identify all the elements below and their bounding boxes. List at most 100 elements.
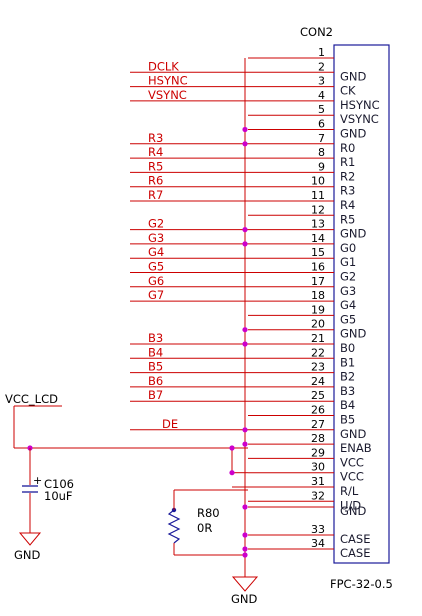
pin-name: HSYNC [340, 98, 380, 112]
net-label: G6 [148, 274, 164, 288]
net-label: R7 [148, 188, 163, 202]
pin-number: 9 [318, 160, 325, 173]
junction-dot [242, 532, 248, 538]
junction-dot [242, 546, 248, 552]
pin-number: 21 [311, 332, 325, 345]
junction-dot [242, 141, 248, 147]
pin-number: 3 [318, 75, 325, 88]
net-label: G2 [148, 217, 164, 231]
pin-number: 13 [311, 218, 325, 231]
junction-dot [242, 327, 248, 333]
capacitor-c106: + C106 10uF [22, 448, 74, 533]
connector-pins: 12 GND 3 CK 4 HSYNC 5 VSYNC 6 GND 7 R0 8 R1 9 R2 10 R3 11 R… [248, 46, 380, 560]
pin-number: 19 [311, 303, 325, 316]
pin-name: VCC [340, 455, 364, 469]
pin-name: B0 [340, 341, 355, 355]
cap-polarity: + [33, 474, 42, 487]
pin-name: GND [340, 427, 367, 441]
pin-name: CK [340, 84, 356, 98]
junction-dot [242, 241, 248, 247]
pin-name: B4 [340, 398, 355, 412]
cap-value: 10uF [44, 489, 73, 503]
pin-name: VCC [340, 470, 364, 484]
pin-name: R/L [340, 484, 359, 498]
connector-body [333, 44, 390, 564]
pin-number: 16 [311, 261, 325, 274]
pin-number: 33 [311, 523, 325, 536]
pin-number: 31 [311, 475, 325, 488]
pin-name: R1 [340, 155, 355, 169]
pin-name: B2 [340, 370, 355, 384]
pin-number: 8 [318, 146, 325, 159]
net-label: B3 [148, 331, 163, 345]
pin-name: VSYNC [340, 112, 379, 126]
junction-dot [242, 441, 248, 447]
pin-number: 27 [311, 418, 325, 431]
pin-name: B3 [340, 384, 355, 398]
net-label: G3 [148, 231, 164, 245]
pin-number: 12 [311, 203, 325, 216]
net-label: VSYNC [148, 88, 187, 102]
net-label: B7 [148, 388, 163, 402]
pin-name: GND [340, 227, 367, 241]
junction-dot [242, 504, 248, 510]
ground-symbol-left: GND [14, 532, 42, 562]
pin-number: 11 [311, 189, 325, 202]
pin-number: 5 [318, 103, 325, 116]
pin-name: CASE [340, 532, 370, 546]
pin-name: GND [340, 504, 367, 518]
pin-number: 20 [311, 318, 325, 331]
pin-name: G3 [340, 284, 356, 298]
pin-name: G1 [340, 255, 356, 269]
pin-name: R5 [340, 212, 355, 226]
ground-symbol-bottom: GND [231, 576, 259, 606]
pin-number: 14 [311, 232, 325, 245]
pin-number: 24 [311, 375, 325, 388]
pin-number: 25 [311, 389, 325, 402]
pin-name: R2 [340, 169, 355, 183]
pin-name: G4 [340, 298, 356, 312]
pin-number: 22 [311, 346, 325, 359]
pin-name: R3 [340, 184, 355, 198]
net-label: B4 [148, 345, 163, 359]
junction-dot [229, 470, 235, 476]
pin-number: 6 [318, 118, 325, 131]
pin-number: 18 [311, 289, 325, 302]
pin-number: 34 [311, 537, 325, 550]
net-label: HSYNC [148, 74, 188, 88]
resistor-r80: R80 0R [167, 490, 220, 555]
cap-refdes: C106 [44, 477, 74, 491]
power-net-label: VCC_LCD [5, 392, 58, 406]
pin-name: G5 [340, 312, 356, 326]
pin-name: CASE [340, 546, 370, 560]
resistor-refdes: R80 [197, 506, 220, 520]
pin-number: 2 [318, 60, 325, 73]
net-label: R6 [148, 174, 163, 188]
net-label: G5 [148, 260, 164, 274]
junction-dot [242, 227, 248, 233]
resistor-value: 0R [197, 521, 212, 535]
resistor-body [167, 509, 181, 544]
net-label: R3 [148, 131, 163, 145]
pin-number: 1 [318, 46, 325, 59]
junction-dot [242, 341, 248, 347]
pin-name: R4 [340, 198, 355, 212]
pin-name: R0 [340, 141, 355, 155]
pin-number: 15 [311, 246, 325, 259]
pin-name: B1 [340, 355, 355, 369]
junction-dot [242, 427, 248, 433]
net-label: B6 [148, 374, 163, 388]
pin-number: 4 [318, 89, 325, 102]
pin-name: B5 [340, 413, 355, 427]
pin-number: 26 [311, 404, 325, 417]
net-label: R4 [148, 145, 163, 159]
connector-refdes: CON2 [300, 25, 333, 39]
junction-dot [242, 126, 248, 133]
pin-number: 29 [311, 446, 325, 459]
pin-number: 17 [311, 275, 325, 288]
connector-part: FPC-32-0.5 [330, 577, 393, 591]
pin-number: 28 [311, 432, 325, 445]
ground-label-bottom: GND [231, 592, 258, 606]
junction-dot [242, 552, 248, 558]
